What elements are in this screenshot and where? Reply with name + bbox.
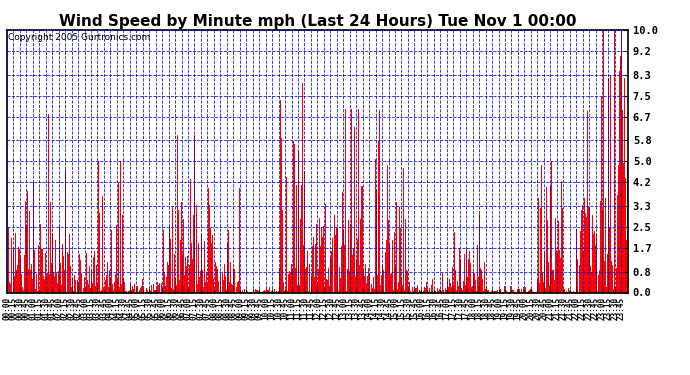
Title: Wind Speed by Minute mph (Last 24 Hours) Tue Nov 1 00:00: Wind Speed by Minute mph (Last 24 Hours)… xyxy=(59,14,576,29)
Text: Copyright 2005 Gurtronics.com: Copyright 2005 Gurtronics.com xyxy=(8,33,150,42)
